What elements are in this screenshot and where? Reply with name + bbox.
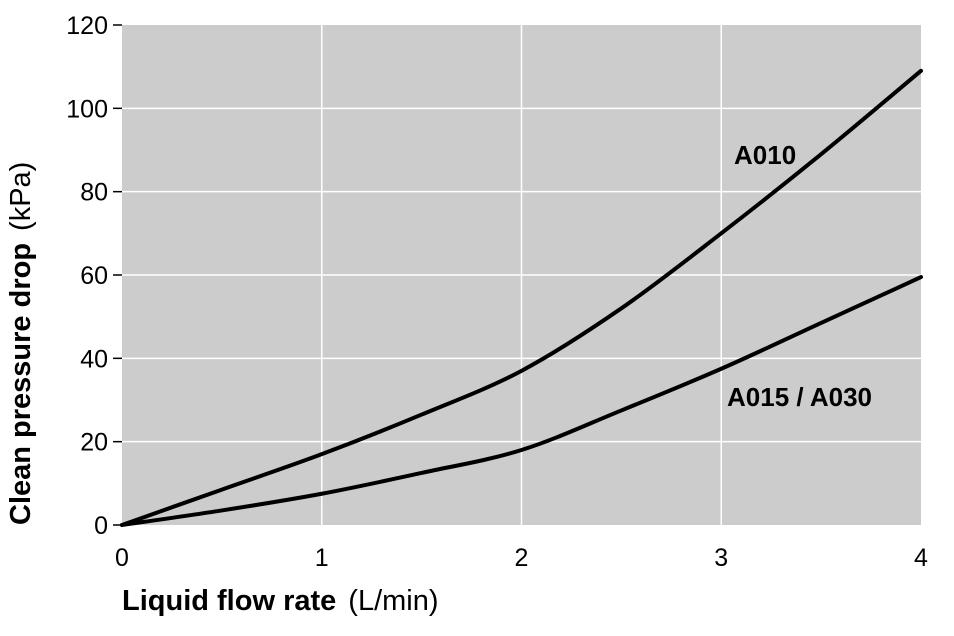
series-labels: A010 A015 / A030 xyxy=(727,140,872,412)
y-tick-label: 120 xyxy=(66,12,108,40)
x-tick-label: 3 xyxy=(714,544,728,572)
series-label-a010: A010 xyxy=(734,140,796,170)
series-line-a015-a030 xyxy=(120,275,923,527)
y-tick-label: 0 xyxy=(94,512,108,540)
y-tick-label: 100 xyxy=(66,95,108,123)
x-tick-label: 0 xyxy=(115,544,129,572)
y-tick-label: 80 xyxy=(80,179,108,207)
y-axis-title-text: Clean pressure drop xyxy=(5,243,37,525)
grid xyxy=(122,25,921,525)
y-tick-label: 20 xyxy=(80,429,108,457)
y-axis-title: Clean pressure drop (kPa) xyxy=(5,162,37,525)
y-axis-title-unit: (kPa) xyxy=(5,162,37,231)
x-tick-label: 4 xyxy=(914,544,928,572)
series-lines xyxy=(120,68,923,527)
x-tick-label: 1 xyxy=(315,544,329,572)
x-axis-title-unit: (L/min) xyxy=(348,585,438,617)
y-tick-label: 60 xyxy=(80,262,108,290)
series-line-a010 xyxy=(120,68,923,527)
x-axis-title: Liquid flow rate (L/min) xyxy=(122,585,439,617)
x-axis-title-text: Liquid flow rate xyxy=(122,585,336,617)
series-label-a015-a030: A015 / A030 xyxy=(727,382,872,412)
y-tick-label: 40 xyxy=(80,345,108,373)
x-tick-label: 2 xyxy=(515,544,529,572)
